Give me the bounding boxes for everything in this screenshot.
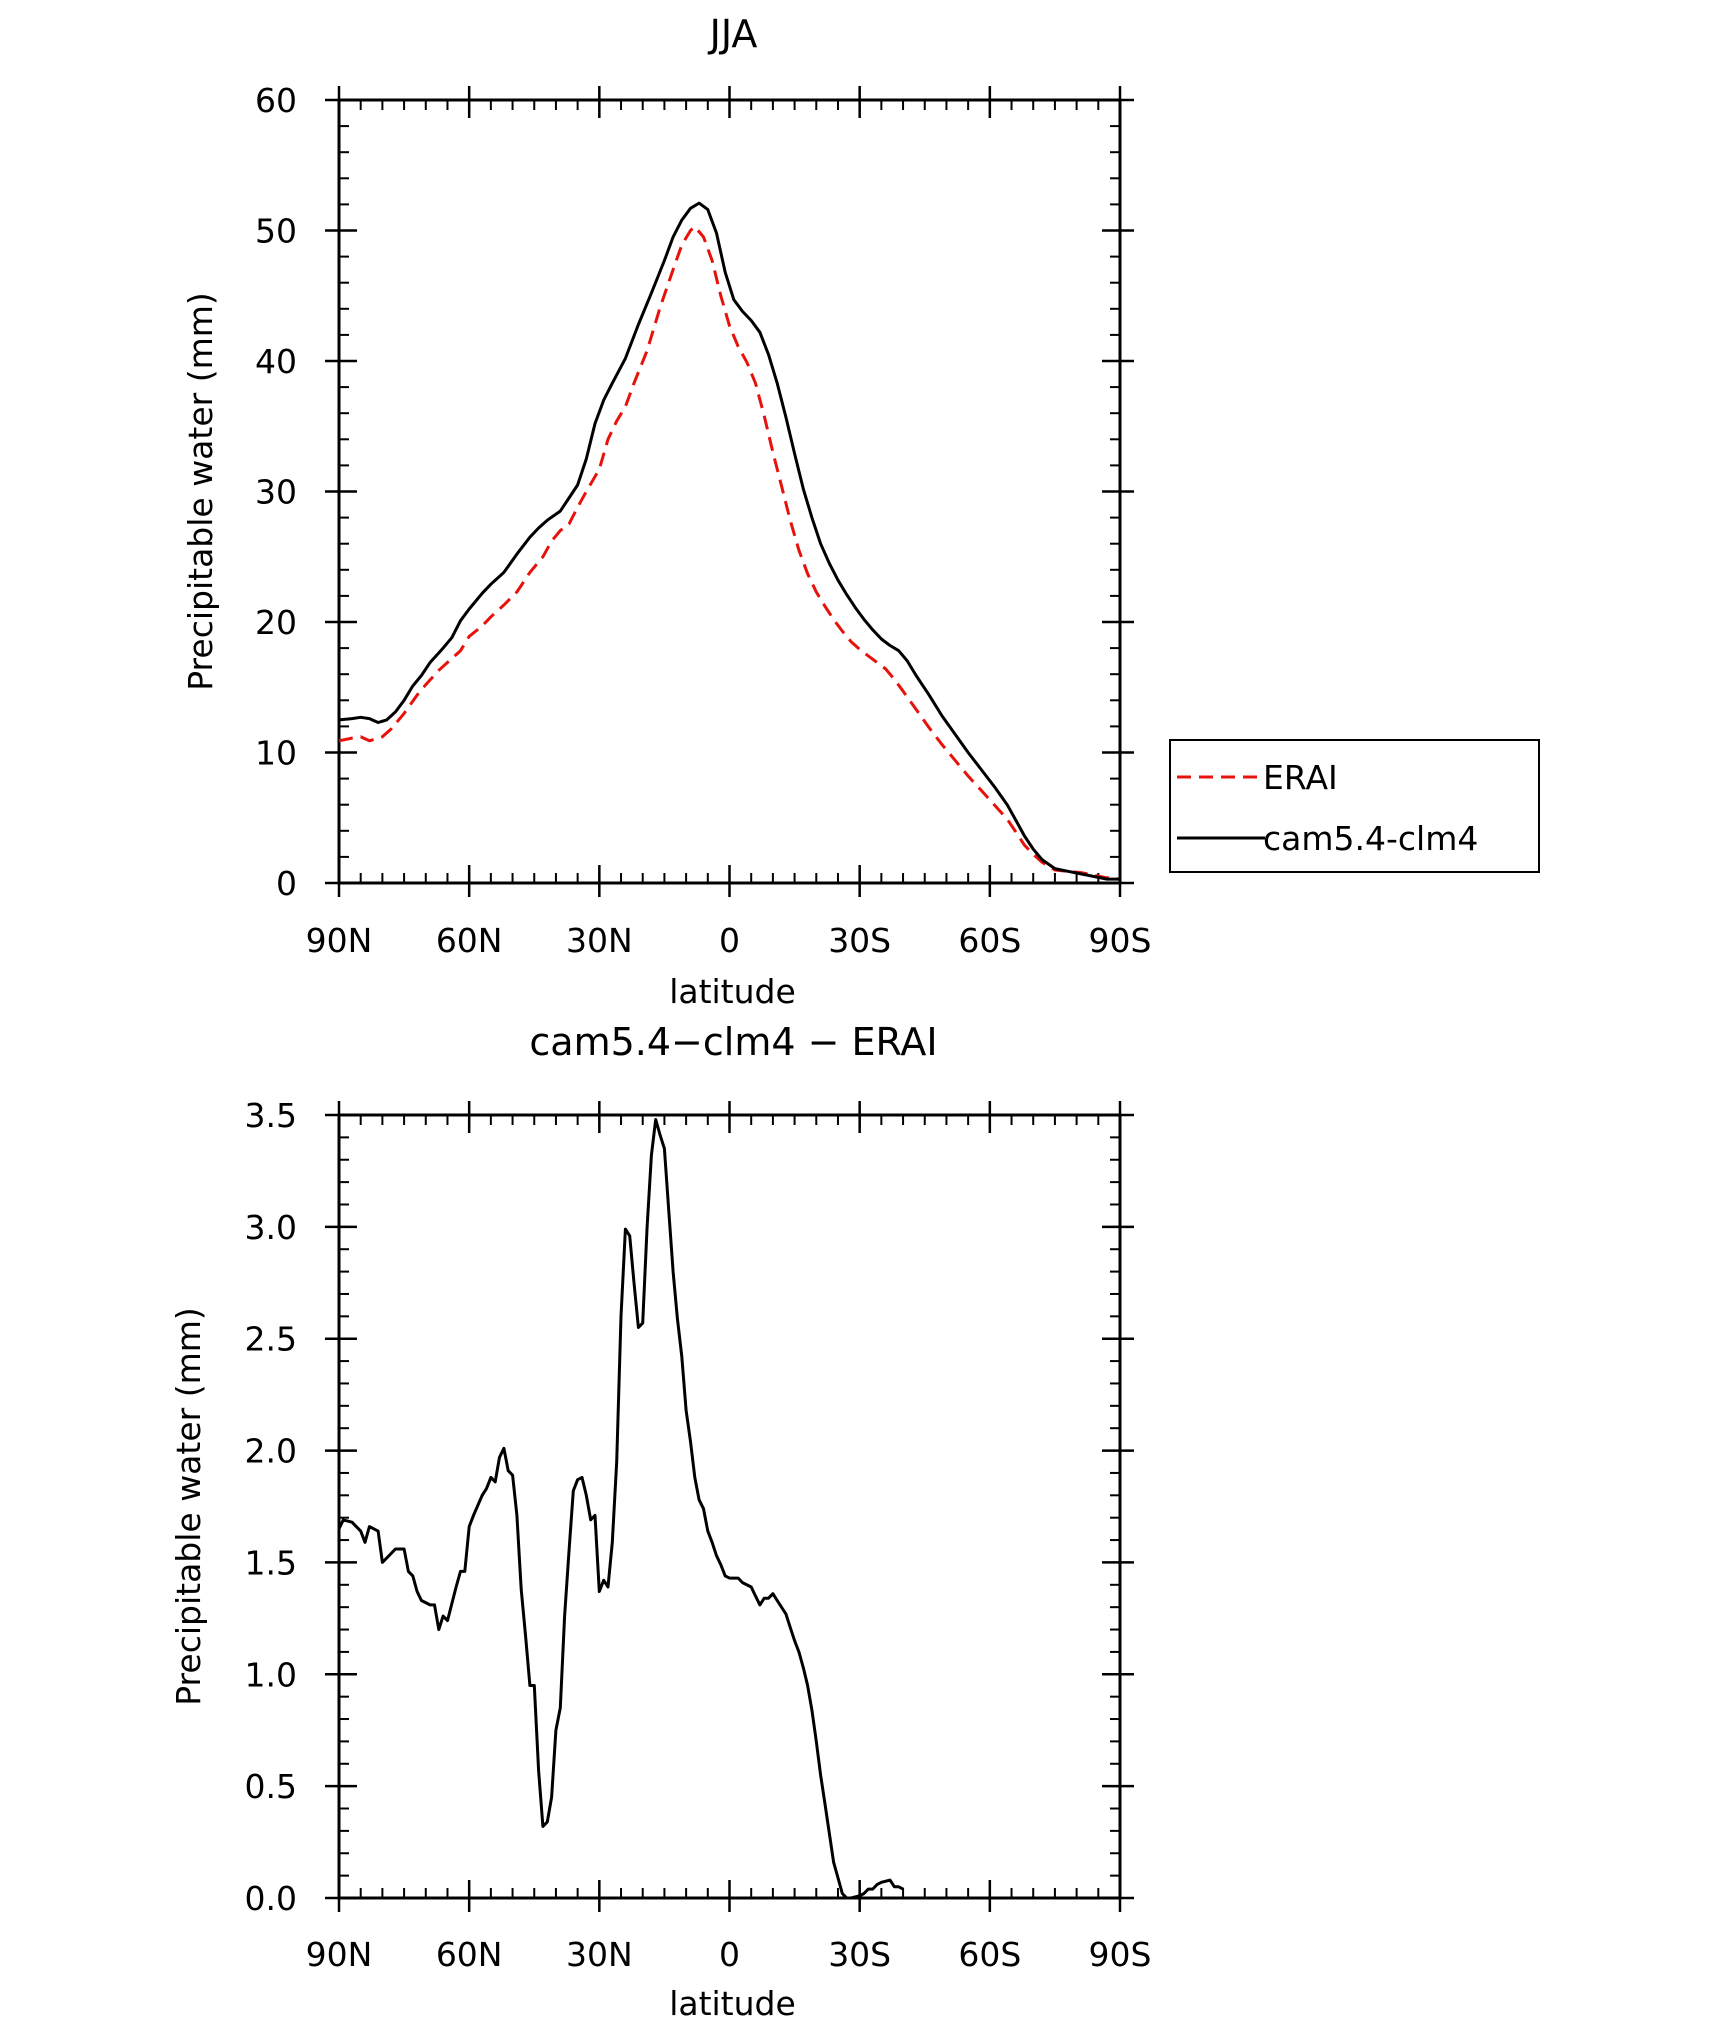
x-tick-label: 60S [958,921,1021,960]
legend: ERAI cam5.4-clm4 [1169,739,1540,873]
y-tick-label: 10 [255,734,297,773]
y-tick-label: 0.5 [245,1767,297,1806]
plot-frame [337,1113,1122,1900]
x-tick-label: 30N [566,1935,633,1974]
y-tick-label: 1.0 [245,1655,297,1694]
x-axis-label: latitude [669,1984,796,2021]
plot-frame [337,98,1122,885]
y-tick-label: 2.0 [245,1432,297,1471]
legend-label: ERAI [1263,758,1338,797]
chart-title: JJA [708,12,758,56]
y-tick-label: 3.0 [245,1208,297,1247]
series-line-cam5-4-clm4 [338,201,1120,881]
y-tick-label: 40 [255,342,297,381]
x-tick-label: 90N [306,921,373,960]
x-tick-label: 90S [1089,921,1152,960]
y-tick-label: 0 [276,864,297,903]
x-tick-label: 60N [436,1935,503,1974]
y-axis-label: Precipitable water (mm) [169,1307,208,1706]
y-tick-label: 1.5 [245,1543,297,1582]
y-tick-label: 0.0 [245,1879,297,1918]
difference-chart: 0.0 0.5 1.0 1.5 2.0 2.5 3.0 3.5 90N 60N 30N 0 30S 60S… [169,1020,1151,2021]
x-tick-label: 60N [436,921,503,960]
x-tick-label: 90N [306,1935,373,1974]
x-tick-label: 0 [719,921,740,960]
y-tick-label: 3.5 [245,1096,297,1135]
y-tick-label: 30 [255,473,297,512]
y-tick-label: 50 [255,212,297,251]
x-tick-label: 30N [566,921,633,960]
series-line-difference [337,1118,904,1900]
x-axis-label: latitude [669,972,796,1011]
legend-box [1169,739,1540,873]
series-line-erai [338,225,1121,881]
x-tick-label: 90S [1089,1935,1152,1974]
jja-chart: 0 10 20 30 40 50 60 90N 60N 30N 0 30S 60S 90S JJA latit… [181,12,1540,1011]
y-tick-label: 20 [255,603,297,642]
x-tick-label: 0 [719,1935,740,1974]
x-tick-label: 30S [828,921,891,960]
y-axis-label: Precipitable water (mm) [181,292,220,691]
legend-label: cam5.4-clm4 [1263,819,1478,858]
x-tick-label: 30S [828,1935,891,1974]
y-tick-label: 60 [255,81,297,120]
x-tick-label: 60S [958,1935,1021,1974]
chart-title: cam5.4−clm4 − ERAI [529,1020,937,1064]
y-tick-label: 2.5 [245,1320,297,1359]
